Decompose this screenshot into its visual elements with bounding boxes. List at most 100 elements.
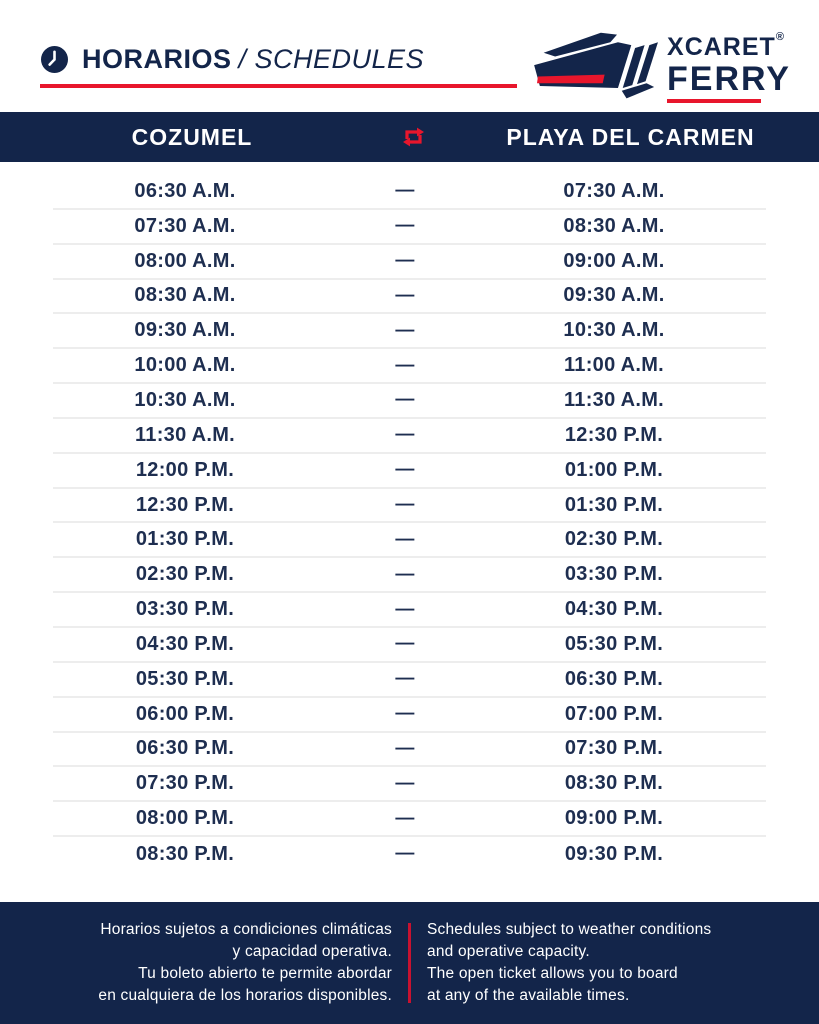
- schedule-row: 06:30 P.M. — 07:30 P.M.: [53, 733, 766, 768]
- footer-en-line: The open ticket allows you to board: [427, 965, 678, 982]
- departure-time: 12:00 P.M.: [135, 458, 235, 481]
- schedule-row: 08:30 P.M. — 09:30 P.M.: [53, 837, 766, 872]
- route-dash: —: [395, 180, 415, 202]
- arrival-time: 11:00 A.M.: [563, 354, 665, 377]
- schedule-row: 06:00 P.M. — 07:00 P.M.: [53, 698, 766, 733]
- schedule-row: 11:30 A.M. — 12:30 P.M.: [53, 419, 766, 454]
- title-underline: [40, 84, 517, 88]
- route-dash: —: [395, 703, 415, 725]
- route-dash: —: [395, 319, 415, 341]
- schedule-row: 04:30 P.M. — 05:30 P.M.: [53, 628, 766, 663]
- departure-time: 07:30 P.M.: [135, 772, 235, 795]
- schedule-row: 06:30 A.M. — 07:30 A.M.: [53, 175, 766, 210]
- route-dash: —: [395, 668, 415, 690]
- route-dash: —: [395, 424, 415, 446]
- schedule-row: 10:30 A.M. — 11:30 A.M.: [53, 384, 766, 419]
- swap-arrows-icon: [384, 125, 442, 149]
- schedule-row: 12:30 P.M. — 01:30 P.M.: [53, 489, 766, 524]
- route-dash: —: [395, 389, 415, 411]
- arrival-time: 02:30 P.M.: [564, 528, 664, 551]
- schedule-row: 09:30 A.M. — 10:30 A.M.: [53, 314, 766, 350]
- arrival-time: 07:30 A.M.: [563, 179, 665, 202]
- schedule-row: 07:30 P.M. — 08:30 P.M.: [53, 767, 766, 803]
- route-dash: —: [395, 215, 415, 237]
- page-header: HORARIOS / SCHEDULES XCARET® FERRY: [0, 0, 819, 112]
- arrival-time: 04:30 P.M.: [564, 598, 664, 621]
- arrival-time: 06:30 P.M.: [564, 667, 664, 690]
- schedule-row: 02:30 P.M. — 03:30 P.M.: [53, 558, 766, 594]
- footer-en-line: and operative capacity.: [427, 943, 590, 960]
- schedule-row: 05:30 P.M. — 06:30 P.M.: [53, 663, 766, 698]
- route-dash: —: [395, 250, 415, 272]
- arrival-time: 12:30 P.M.: [564, 423, 664, 446]
- schedule-row: 08:00 A.M. — 09:00 A.M.: [53, 245, 766, 280]
- schedule-row: 07:30 A.M. — 08:30 A.M.: [53, 210, 766, 245]
- departure-time: 04:30 P.M.: [135, 632, 235, 655]
- departure-time: 12:30 P.M.: [135, 493, 235, 516]
- departure-time: 09:30 A.M.: [134, 319, 236, 342]
- route-dash: —: [395, 284, 415, 306]
- route-destination: PLAYA DEL CARMEN: [506, 123, 755, 150]
- page-title: HORARIOS / SCHEDULES: [82, 44, 424, 75]
- arrival-time: 08:30 P.M.: [564, 772, 664, 795]
- title-block: HORARIOS / SCHEDULES: [40, 44, 424, 75]
- logo-text: XCARET® FERRY: [667, 32, 791, 103]
- departure-time: 07:30 A.M.: [134, 214, 236, 237]
- route-dash: —: [395, 807, 415, 829]
- route-dash: —: [395, 843, 415, 865]
- departure-time: 06:30 A.M.: [134, 179, 236, 202]
- departure-time: 05:30 P.M.: [135, 667, 235, 690]
- route-dash: —: [395, 459, 415, 481]
- footer-es-line: y capacidad operativa.: [232, 943, 392, 960]
- schedule-row: 01:30 P.M. — 02:30 P.M.: [53, 523, 766, 559]
- page-footer: Horarios sujetos a condiciones climática…: [0, 902, 819, 1024]
- route-dash: —: [395, 633, 415, 655]
- footer-note-en: Schedules subject to weather conditions …: [427, 919, 779, 1007]
- arrival-time: 09:30 P.M.: [564, 842, 664, 865]
- logo-brand-name: XCARET: [667, 33, 776, 61]
- footer-en-line: Schedules subject to weather conditions: [427, 921, 712, 938]
- footer-divider: [408, 923, 411, 1003]
- departure-time: 10:30 A.M.: [134, 388, 236, 411]
- arrival-time: 10:30 A.M.: [563, 319, 665, 342]
- route-header-bar: COZUMEL PLAYA DEL CARMEN: [0, 112, 819, 162]
- title-es: HORARIOS: [82, 44, 232, 74]
- footer-es-line: en cualquiera de los horarios disponible…: [98, 987, 392, 1004]
- departure-time: 02:30 P.M.: [135, 563, 235, 586]
- footer-es-line: Tu boleto abierto te permite abordar: [138, 965, 392, 982]
- arrival-time: 07:00 P.M.: [564, 702, 664, 725]
- departure-time: 06:00 P.M.: [135, 702, 235, 725]
- title-en: / SCHEDULES: [238, 44, 425, 74]
- footer-es-line: Horarios sujetos a condiciones climática…: [100, 921, 392, 938]
- route-dash: —: [395, 598, 415, 620]
- arrival-time: 09:30 A.M.: [563, 284, 665, 307]
- schedule-row: 10:00 A.M. — 11:00 A.M.: [53, 349, 766, 385]
- departure-time: 03:30 P.M.: [135, 598, 235, 621]
- arrival-time: 11:30 A.M.: [563, 388, 665, 411]
- route-dash: —: [395, 737, 415, 759]
- route-dash: —: [395, 563, 415, 585]
- arrival-time: 01:30 P.M.: [564, 493, 664, 516]
- ferry-boat-icon: [529, 27, 665, 107]
- logo-underline: [667, 99, 762, 103]
- arrival-time: 03:30 P.M.: [564, 563, 664, 586]
- schedule-row: 08:00 P.M. — 09:00 P.M.: [53, 802, 766, 838]
- departure-time: 08:00 P.M.: [135, 807, 235, 830]
- departure-time: 08:30 A.M.: [134, 284, 236, 307]
- route-dash: —: [395, 772, 415, 794]
- arrival-time: 01:00 P.M.: [564, 458, 664, 481]
- registered-mark: ®: [775, 31, 784, 43]
- schedule-row: 03:30 P.M. — 04:30 P.M.: [53, 593, 766, 628]
- arrival-time: 05:30 P.M.: [564, 632, 664, 655]
- arrival-time: 07:30 P.M.: [564, 737, 664, 760]
- schedule-row: 12:00 P.M. — 01:00 P.M.: [53, 454, 766, 489]
- route-dash: —: [395, 354, 415, 376]
- route-dash: —: [395, 494, 415, 516]
- arrival-time: 08:30 A.M.: [563, 214, 665, 237]
- departure-time: 10:00 A.M.: [134, 354, 236, 377]
- arrival-time: 09:00 P.M.: [564, 807, 664, 830]
- footer-en-line: at any of the available times.: [427, 987, 630, 1004]
- route-dash: —: [395, 528, 415, 550]
- route-origin: COZUMEL: [131, 123, 253, 150]
